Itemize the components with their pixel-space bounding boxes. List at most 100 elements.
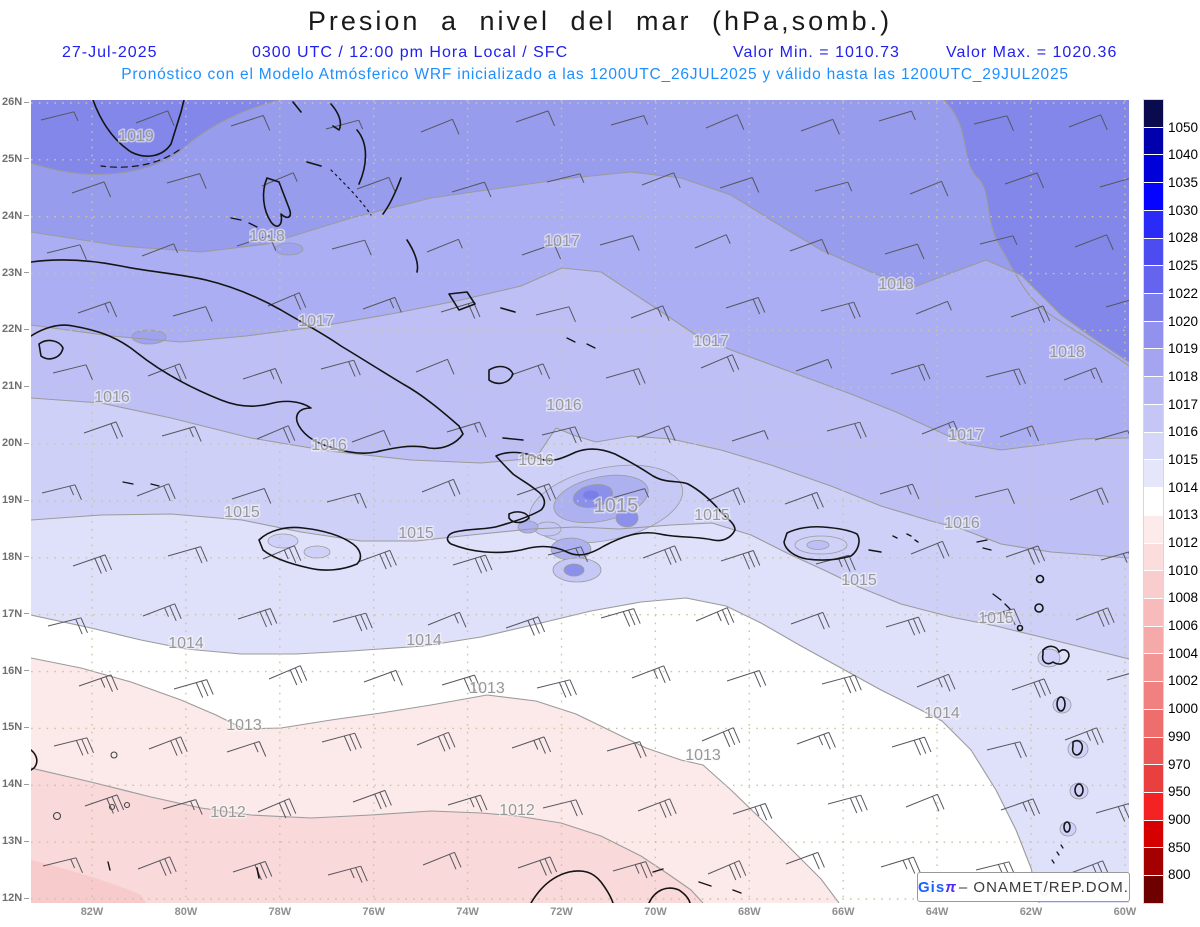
colorbar-cell <box>1144 876 1163 903</box>
contour-label: 1012 <box>499 802 535 819</box>
lon-tick-label: 68W <box>737 906 761 918</box>
contour-label: 1017 <box>693 333 729 350</box>
contour-label: 1019 <box>118 128 154 145</box>
lat-tick-label: 15N <box>2 721 30 733</box>
colorbar-cell <box>1144 848 1163 877</box>
colorbar-tick-label: 1004 <box>1168 645 1199 661</box>
colorbar-cell <box>1144 792 1163 821</box>
wind-barb <box>1004 172 1045 189</box>
colorbar-tick-label: 1020 <box>1168 313 1199 329</box>
wind-barb <box>167 546 208 564</box>
lat-tick-label: 22N <box>2 323 30 335</box>
wind-barb <box>78 674 119 692</box>
wind-barb <box>326 492 367 509</box>
wind-barb <box>986 741 1027 759</box>
wind-barb <box>256 425 296 443</box>
wind-barb <box>446 421 487 438</box>
wind-barb <box>320 359 361 377</box>
colorbar-cell <box>1144 321 1163 350</box>
header-valor-max: Valor Max. = 1020.36 <box>946 44 1118 61</box>
wind-barb <box>631 665 671 683</box>
pressure-map: 1019 1018 1017 1018 1017 1017 1018 1016 1016 1017… <box>30 99 1147 904</box>
wind-barb <box>695 607 735 625</box>
wind-barb <box>795 358 833 372</box>
colorbar-tick-label: 1000 <box>1168 701 1199 717</box>
wind-barb <box>827 794 868 814</box>
colorbar-tick-label: 1016 <box>1168 424 1199 440</box>
wind-barb <box>427 611 467 628</box>
wind-barbs <box>40 110 1147 883</box>
colorbar-cell <box>1144 349 1163 378</box>
wind-barb <box>784 491 824 510</box>
colorbar-tick-label: 1010 <box>1168 562 1199 578</box>
wind-barb <box>700 354 740 372</box>
wind-barb <box>800 118 840 135</box>
watermark: Gis π – ONAMET/REP.DOM. <box>917 872 1130 902</box>
wind-barb <box>905 793 945 812</box>
lat-tick-label: 19N <box>2 494 30 506</box>
wind-barb <box>421 478 461 497</box>
wind-barb <box>135 110 175 126</box>
lon-tick-label: 80W <box>174 906 198 918</box>
wind-barb <box>357 549 397 570</box>
wind-barb <box>451 181 492 198</box>
wind-barb <box>452 554 493 574</box>
lat-tick-label: 21N <box>2 380 30 392</box>
wind-barb <box>47 617 88 635</box>
lat-tick-label: 14N <box>2 778 30 790</box>
wind-barb <box>262 545 302 563</box>
wind-barb <box>610 115 649 126</box>
wind-barb <box>136 483 176 501</box>
lat-tick-label: 26N <box>2 96 30 108</box>
contour-label: 1018 <box>878 276 914 293</box>
contour-label: 1014 <box>924 705 960 722</box>
wind-barb <box>172 306 213 322</box>
wind-barb <box>52 364 93 380</box>
colorbar-tick-label: 800 <box>1168 867 1191 883</box>
wind-barb <box>226 741 267 757</box>
wind-barb <box>725 297 766 315</box>
lon-tick-label: 64W <box>925 906 949 918</box>
coastlines <box>30 99 1084 904</box>
wind-barb <box>1064 727 1104 745</box>
wind-barb <box>974 488 1015 504</box>
contour-label: 1012 <box>210 804 246 821</box>
colorbar-cell <box>1144 155 1163 184</box>
wind-barb <box>821 674 862 694</box>
contour-labels: 1019 1018 1017 1018 1017 1017 1018 1016 1016 1017… <box>93 127 1087 823</box>
wind-barb <box>599 235 640 251</box>
colorbar-cell <box>1144 266 1163 295</box>
wind-barb <box>612 861 653 879</box>
wind-barb <box>77 301 118 318</box>
pressure-map-canvas: 1019 1018 1017 1018 1017 1017 1018 1016 1016 1017… <box>30 99 1147 904</box>
contour-label: 1017 <box>948 427 984 444</box>
contour-label: 1015 <box>224 504 260 521</box>
wind-barb <box>71 181 112 198</box>
wind-barb <box>141 243 179 257</box>
wind-barb <box>731 430 769 442</box>
wind-barb <box>915 300 952 315</box>
wind-barb <box>980 608 1021 626</box>
wind-barb <box>232 861 273 881</box>
grid-lines <box>31 100 1129 903</box>
wind-barb <box>83 421 124 439</box>
wind-barb <box>890 363 931 381</box>
wind-barb <box>879 483 920 500</box>
wind-barb <box>142 603 182 621</box>
wind-barb <box>999 425 1040 442</box>
forecast-line: Pronóstico con el Modelo Atmósferico WRF… <box>121 66 1069 83</box>
watermark-pi-icon: π <box>945 878 957 896</box>
colorbar-cell <box>1144 654 1163 683</box>
wind-barb <box>447 794 488 812</box>
wind-barb <box>1011 678 1052 698</box>
wind-barb <box>1070 860 1110 880</box>
colorbar-tick-label: 1013 <box>1168 507 1199 523</box>
colorbar-tick-label: 1017 <box>1168 396 1199 412</box>
wind-barb <box>356 176 396 193</box>
lon-tick-label: 66W <box>831 906 855 918</box>
wind-barb <box>1068 114 1108 130</box>
wind-barb <box>267 292 307 310</box>
wind-barb <box>1074 234 1114 250</box>
wind-barb <box>726 670 767 688</box>
wind-barb <box>147 363 187 381</box>
